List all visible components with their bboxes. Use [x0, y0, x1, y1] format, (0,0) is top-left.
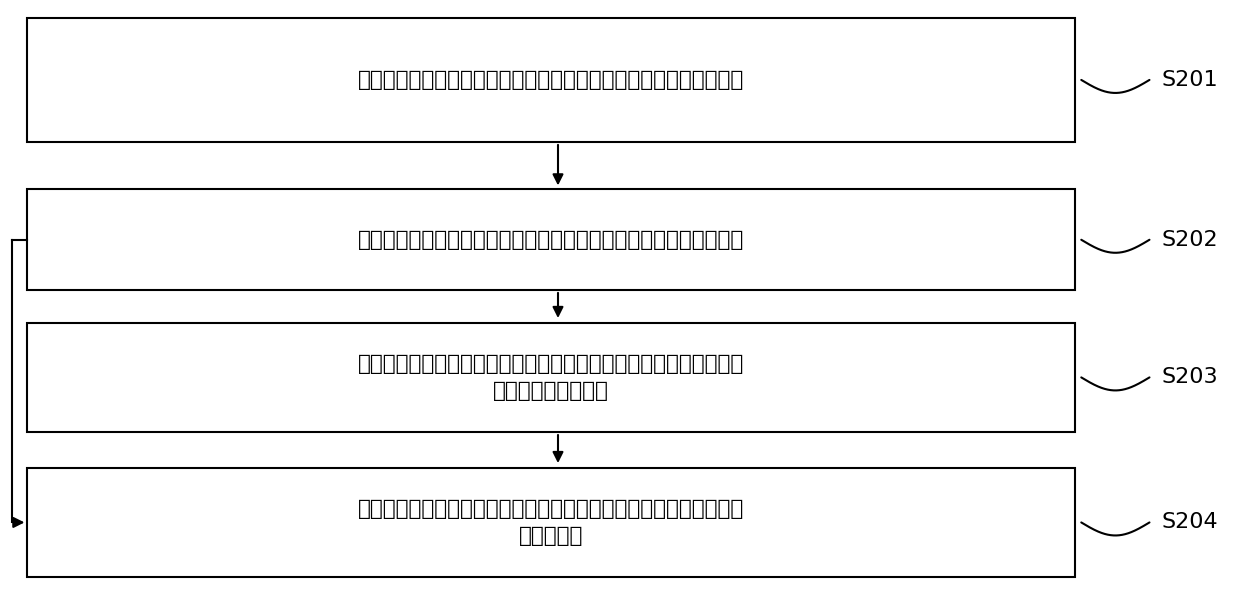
Text: 根据每个爬虫节点的处理能力确定所述分布式网络的最大并发访问量: 根据每个爬虫节点的处理能力确定所述分布式网络的最大并发访问量 — [358, 70, 744, 90]
Text: S203: S203 — [1162, 368, 1219, 387]
Text: S202: S202 — [1162, 230, 1219, 250]
Text: 若所获取的待处理任务量大于或者等于所述最大并发访问量，则停止
获取所述待处理任务: 若所获取的待处理任务量大于或者等于所述最大并发访问量，则停止 获取所述待处理任务 — [358, 354, 744, 401]
FancyBboxPatch shape — [27, 323, 1075, 432]
Text: 若所获取的待处理任务量小于所述最大并发访问量，则继续获取所述
待处理任务: 若所获取的待处理任务量小于所述最大并发访问量，则继续获取所述 待处理任务 — [358, 499, 744, 546]
FancyBboxPatch shape — [27, 18, 1075, 142]
Text: S204: S204 — [1162, 513, 1219, 532]
Text: S201: S201 — [1162, 70, 1219, 90]
FancyBboxPatch shape — [27, 189, 1075, 290]
Text: 获取所述待处理任务，并根据所获取的待处理任务确定待处理任务量: 获取所述待处理任务，并根据所获取的待处理任务确定待处理任务量 — [358, 230, 744, 250]
FancyBboxPatch shape — [27, 468, 1075, 577]
